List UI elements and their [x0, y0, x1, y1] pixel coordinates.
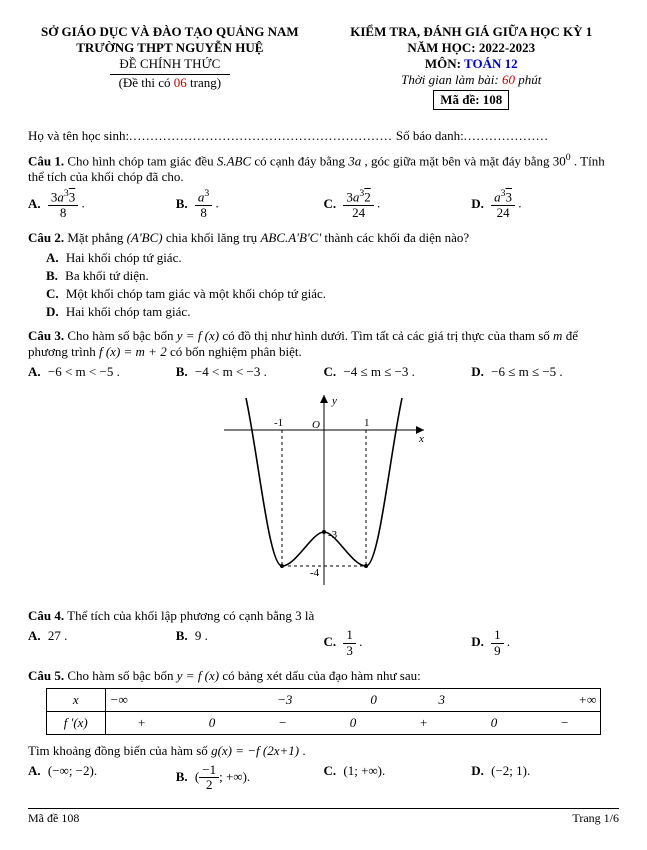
exam-code-box: Mã đề: 108 [324, 88, 620, 110]
x-tick-neg1: -1 [274, 417, 283, 429]
student-info-line: Họ và tên học sinh:.....................… [28, 128, 619, 144]
q3-graph: y x O -1 1 -3 -4 [28, 390, 619, 594]
page-count-line: (Đề thi có 06 trang) [28, 75, 312, 91]
q4-option-c: C. 13 . [324, 628, 472, 658]
q2-option-b: B. Ba khối tứ diện. [46, 268, 619, 284]
q3-options: A. −6 < m < −5 . B. −4 < m < −3 . C. −4 … [28, 364, 619, 380]
exam-title: KIỂM TRA, ĐÁNH GIÁ GIỮA HỌC KỲ 1 [324, 24, 620, 40]
x-axis-label: x [418, 433, 424, 445]
q3-option-d: D. −6 ≤ m ≤ −5 . [471, 364, 619, 380]
page-footer: Mã đề 108 Trang 1/6 [28, 808, 619, 826]
q2-option-a: A. Hai khối chóp tứ giác. [46, 250, 619, 266]
quartic-graph-svg: y x O -1 1 -3 -4 [214, 390, 434, 590]
q1-option-b: B. a38 . [176, 189, 324, 220]
dept-line: SỞ GIÁO DỤC VÀ ĐÀO TẠO QUẢNG NAM [28, 24, 312, 40]
q5-option-c: C. (1; +∞). [324, 763, 472, 793]
header-right: KIỂM TRA, ĐÁNH GIÁ GIỮA HỌC KỲ 1 NĂM HỌC… [324, 24, 620, 110]
q4-option-d: D. 19 . [471, 628, 619, 658]
footer-right: Trang 1/6 [572, 811, 619, 826]
y-label-neg4: -4 [310, 567, 320, 579]
question-3: Câu 3. Cho hàm số bậc bốn y = f (x) có đ… [28, 328, 619, 360]
q5-options: A. (−∞; −2). B. (−12; +∞). C. (1; +∞). D… [28, 763, 619, 793]
sign-table-x-row: x −∞ −3 0 3 +∞ [46, 688, 601, 711]
q1-option-a: A. 3a338 . [28, 189, 176, 220]
q1-options: A. 3a338 . B. a38 . C. 3a3224 . D. a3324… [28, 189, 619, 220]
x-tick-1: 1 [364, 417, 370, 429]
q4-option-b: B. 9 . [176, 628, 324, 658]
y-axis-label: y [331, 395, 337, 407]
sign-table: x −∞ −3 0 3 +∞ f '(x) + 0 − 0 + 0 − [46, 688, 602, 735]
q2-option-d: D. Hai khối chóp tam giác. [46, 304, 619, 320]
question-2: Câu 2. Mặt phẳng (A'BC) chia khối lăng t… [28, 230, 619, 246]
q5-option-d: D. (−2; 1). [471, 763, 619, 793]
q3-option-c: C. −4 ≤ m ≤ −3 . [324, 364, 472, 380]
q4-option-a: A. 27 . [28, 628, 176, 658]
origin-label: O [312, 419, 320, 431]
official-line: ĐỀ CHÍNH THỨC [28, 56, 312, 72]
question-4: Câu 4. Thể tích của khối lập phương có c… [28, 608, 619, 624]
sign-table-fprime-row: f '(x) + 0 − 0 + 0 − [46, 711, 601, 734]
q4-options: A. 27 . B. 9 . C. 13 . D. 19 . [28, 628, 619, 658]
q2-option-c: C. Một khối chóp tam giác và một khối ch… [46, 286, 619, 302]
school-line: TRƯỜNG THPT NGUYỄN HUỆ [28, 40, 312, 56]
q3-option-a: A. −6 < m < −5 . [28, 364, 176, 380]
q5-trailing: Tìm khoảng đồng biến của hàm số g(x) = −… [28, 743, 619, 759]
school-year: NĂM HỌC: 2022-2023 [324, 40, 620, 56]
q1-option-d: D. a3324 . [471, 189, 619, 220]
q1-option-c: C. 3a3224 . [324, 189, 472, 220]
duration-line: Thời gian làm bài: 60 phút [324, 72, 620, 88]
q3-option-b: B. −4 < m < −3 . [176, 364, 324, 380]
q5-option-a: A. (−∞; −2). [28, 763, 176, 793]
question-1: Câu 1. Cho hình chóp tam giác đều S.ABC … [28, 152, 619, 185]
footer-left: Mã đề 108 [28, 811, 79, 826]
question-5: Câu 5. Cho hàm số bậc bốn y = f (x) có b… [28, 668, 619, 684]
subject-line: MÔN: TOÁN 12 [324, 56, 620, 72]
header-left: SỞ GIÁO DỤC VÀ ĐÀO TẠO QUẢNG NAM TRƯỜNG … [28, 24, 312, 110]
q5-option-b: B. (−12; +∞). [176, 763, 324, 793]
exam-header: SỞ GIÁO DỤC VÀ ĐÀO TẠO QUẢNG NAM TRƯỜNG … [28, 24, 619, 110]
